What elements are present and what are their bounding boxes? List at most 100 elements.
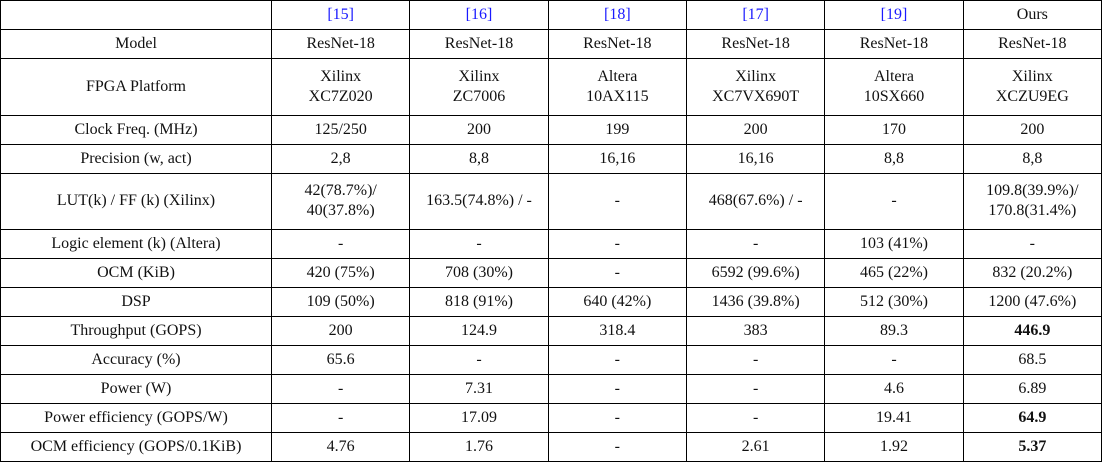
table-cell: ResNet-18 (685, 28, 826, 59)
table-cell: ResNet-18 (962, 28, 1103, 59)
table-cell: 199 (547, 114, 687, 145)
table-cell: 200 (962, 114, 1103, 145)
table-cell: Altera 10SX660 (824, 57, 964, 116)
table-cell: 6592 (99.6%) (685, 258, 826, 289)
header-cell: [17] (685, 0, 826, 30)
table-cell: 8,8 (962, 143, 1103, 174)
header-cell: [15] (270, 0, 411, 30)
table-row: OCM efficiency (GOPS/0.1KiB) 4.76 1.76-2.6… (0, 431, 1103, 463)
table-cell: - (547, 258, 687, 289)
table-cell: 109.8(39.9%)/ 170.8(31.4%) (962, 172, 1103, 231)
table-cell: 125/250 (270, 114, 411, 145)
table-cell: 65.6 (270, 345, 411, 376)
table-cell: - (824, 172, 964, 231)
table-cell: 818 (91%) (409, 287, 549, 318)
table-cell: 7.31 (409, 374, 549, 404)
table-cell: Xilinx XC7VX690T (685, 57, 826, 116)
table-cell: 708 (30%) (409, 258, 549, 289)
table-cell: 465 (22%) (824, 258, 964, 289)
table-cell: 832 (20.2%) (962, 258, 1103, 289)
row-label: Logic element (k) (Altera) (0, 229, 272, 260)
row-label: FPGA Platform (0, 57, 272, 116)
table-row: Throughput (GOPS) 200 124.9 318.4 383 89.3 446… (0, 316, 1103, 347)
table-cell: 420 (75%) (270, 258, 411, 289)
table-cell: 1.76 (409, 431, 549, 463)
table-cell: 200 (270, 316, 411, 347)
table-cell: 200 (409, 114, 549, 145)
table-cell: - (409, 345, 549, 376)
table-row: OCM (KiB) 420 (75%) 708 (30%) -6592 (99.6%)… (0, 258, 1103, 289)
table-cell: 5.37 (962, 431, 1103, 463)
row-label: Throughput (GOPS) (0, 316, 272, 347)
table-cell: 124.9 (409, 316, 549, 347)
table-cell: 2.61 (685, 431, 826, 463)
table-row: Model ResNet-18 ResNet-18 ResNet-18 ResNet-1… (0, 28, 1103, 59)
table-cell: 170 (824, 114, 964, 145)
table-cell: 8,8 (824, 143, 964, 174)
row-label: Clock Freq. (MHz) (0, 114, 272, 145)
table-cell: - (547, 403, 687, 433)
row-label: Power efficiency (GOPS/W) (0, 403, 272, 433)
table-cell: Altera 10AX115 (547, 57, 687, 116)
table-cell: Xilinx XC7Z020 (270, 57, 411, 116)
row-label: OCM efficiency (GOPS/0.1KiB) (0, 431, 272, 463)
table-cell: 1.92 (824, 431, 964, 463)
table-cell: ResNet-18 (824, 28, 964, 59)
table-cell: 512 (30%) (824, 287, 964, 318)
table-cell: - (547, 172, 687, 231)
table-cell: ResNet-18 (547, 28, 687, 59)
table-cell: 318.4 (547, 316, 687, 347)
table-cell: - (962, 229, 1103, 260)
row-label: OCM (KiB) (0, 258, 272, 289)
table-cell: ResNet-18 (270, 28, 411, 59)
table-cell: - (547, 345, 687, 376)
row-label: Power (W) (0, 374, 272, 404)
table-cell: 42(78.7%)/ 40(37.8%) (270, 172, 411, 231)
table-cell: 8,8 (409, 143, 549, 174)
table-cell: - (824, 345, 964, 376)
table-cell: 109 (50%) (270, 287, 411, 318)
table-cell: 89.3 (824, 316, 964, 347)
table-cell: 163.5(74.8%) / - (409, 172, 549, 231)
table-cell: 468(67.6%) / - (685, 172, 826, 231)
table-cell: 6.89 (962, 374, 1103, 404)
table-cell: 17.09 (409, 403, 549, 433)
table-cell: ResNet-18 (409, 28, 549, 59)
corner-cell (0, 0, 272, 30)
table-cell: 68.5 (962, 345, 1103, 376)
table-row: Logic element (k) (Altera) - - - -103 (41%) - (0, 229, 1103, 260)
table-cell: 4.76 (270, 431, 411, 463)
table-row: LUT(k) / FF (k) (Xilinx) 42(78.7%)/ 40(37… (0, 172, 1103, 231)
table-row: Precision (w, act) 2,8 8,8 16,16 16,16 8,8 8,8 (0, 143, 1103, 174)
table-cell: - (409, 229, 549, 260)
table-cell: 103 (41%) (824, 229, 964, 260)
table-cell: Xilinx XCZU9EG (962, 57, 1103, 116)
table-cell: - (685, 403, 826, 433)
table-cell: - (547, 229, 687, 260)
row-label: Model (0, 28, 272, 59)
table-cell: - (547, 374, 687, 404)
table-cell: 1200 (47.6%) (962, 287, 1103, 318)
table-cell: 1436 (39.8%) (685, 287, 826, 318)
table-row: Power (W) -7.31- -4.6 6.89 (0, 374, 1103, 404)
table-row: Power efficiency (GOPS/W) -17.09- -19.41 64… (0, 403, 1103, 433)
table-row: FPGA Platform Xilinx XC7Z020 Xilinx ZC7006… (0, 57, 1103, 116)
row-label: DSP (0, 287, 272, 318)
table-row: Clock Freq. (MHz) 125/250 200 199 200 170 200 (0, 114, 1103, 145)
table-cell: 640 (42%) (547, 287, 687, 318)
table-cell: Xilinx ZC7006 (409, 57, 549, 116)
table-cell: - (270, 229, 411, 260)
table-cell: 446.9 (962, 316, 1103, 347)
header-cell: [18] (547, 0, 687, 30)
header-cell: [19] (824, 0, 964, 30)
header-row: [15] [16] [18] [17] [19] Ours (0, 0, 1103, 30)
table-cell: 4.6 (824, 374, 964, 404)
table-cell: - (270, 374, 411, 404)
table-cell: 16,16 (547, 143, 687, 174)
table-row: Accuracy (%) 65.6- - - -68.5 (0, 345, 1103, 376)
table-cell: 16,16 (685, 143, 826, 174)
row-label: Accuracy (%) (0, 345, 272, 376)
